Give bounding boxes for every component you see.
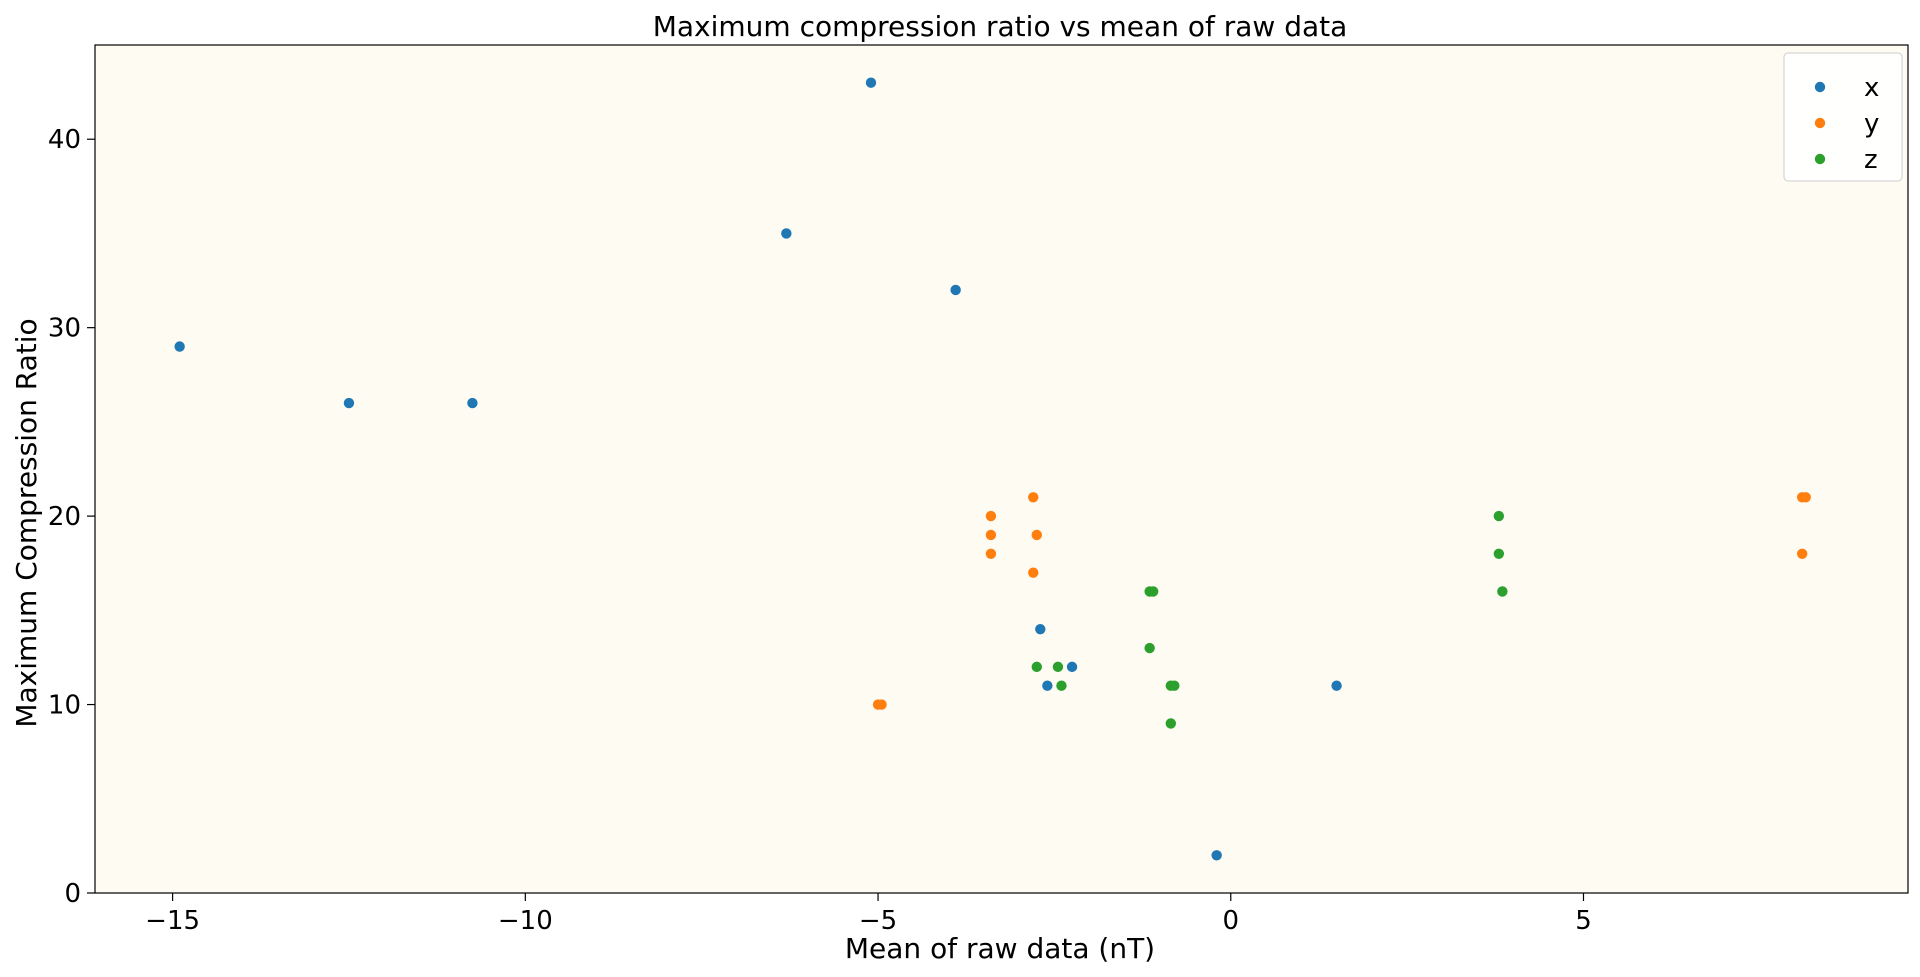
y-tick-label: 20	[48, 502, 81, 532]
y-tick-label: 30	[48, 314, 81, 344]
legend-marker-x	[1814, 81, 1826, 93]
point-x	[1042, 680, 1053, 691]
legend-label-y: y	[1864, 109, 1879, 139]
point-y	[985, 548, 997, 559]
y-axis: 0 10 20 30 40	[48, 125, 95, 909]
point-x	[865, 77, 877, 88]
x-tick-label: −5	[859, 906, 897, 936]
point-x	[467, 397, 478, 409]
point-z	[1031, 661, 1042, 673]
point-z	[1497, 586, 1508, 597]
point-z	[1056, 680, 1067, 691]
points-layer	[174, 77, 1811, 861]
point-z	[1493, 548, 1505, 559]
point-y	[985, 529, 997, 541]
plot-frame	[94, 44, 1909, 894]
legend: xyz	[1783, 52, 1903, 182]
x-tick-label: −10	[498, 906, 553, 936]
point-x	[1331, 680, 1342, 691]
legend-label-x: x	[1864, 73, 1879, 103]
legend-marker-y	[1814, 117, 1826, 129]
point-x	[174, 341, 185, 352]
y-tick-label: 10	[48, 691, 81, 721]
point-z	[1165, 718, 1177, 729]
x-tick-label: 0	[1222, 906, 1239, 936]
point-y	[1028, 567, 1039, 578]
x-axis-label: Mean of raw data (nT)	[845, 932, 1155, 965]
x-axis: −15 −10 −5 0 5	[145, 893, 1592, 936]
y-axis-label: Maximum Compression Ratio	[10, 318, 43, 727]
point-x	[1066, 661, 1078, 673]
point-z	[1147, 586, 1159, 597]
chart-title: Maximum compression ratio vs mean of raw…	[653, 10, 1348, 43]
point-z	[1169, 680, 1180, 691]
point-x	[1211, 850, 1222, 861]
point-z	[1052, 661, 1064, 673]
point-z	[1144, 642, 1155, 654]
legend-marker-z	[1814, 153, 1826, 165]
plot-area	[95, 45, 1908, 893]
point-y	[1031, 529, 1042, 541]
point-x	[950, 284, 961, 296]
point-y	[1796, 548, 1808, 559]
y-tick-label: 0	[64, 879, 81, 909]
point-y	[1800, 492, 1811, 503]
point-x	[343, 397, 355, 409]
point-z	[1493, 510, 1505, 522]
point-x	[1035, 623, 1046, 635]
point-y	[985, 510, 997, 522]
point-y	[1028, 492, 1039, 503]
x-tick-label: 5	[1575, 906, 1592, 936]
point-x	[781, 228, 792, 239]
y-tick-label: 40	[48, 125, 81, 155]
point-y	[876, 699, 887, 710]
legend-frame	[1783, 52, 1903, 182]
x-tick-label: −15	[145, 906, 200, 936]
legend-label-z: z	[1864, 145, 1878, 175]
